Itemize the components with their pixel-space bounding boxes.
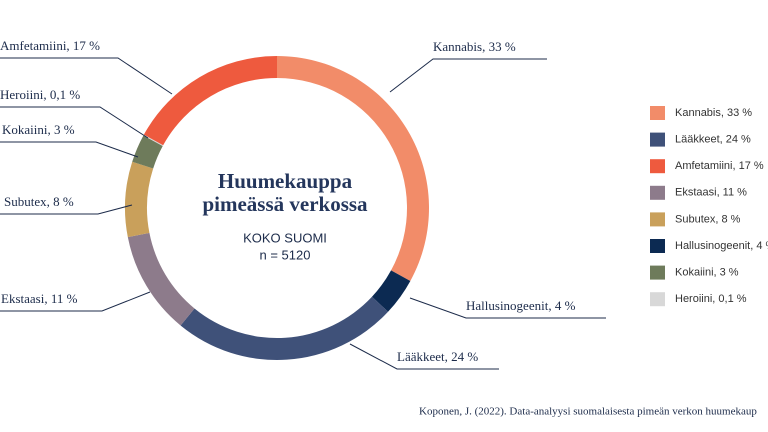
leader-line [349, 343, 499, 370]
slice-label: Ekstaasi, 11 % [1, 291, 78, 306]
legend-swatch [650, 185, 665, 200]
leader-line [0, 204, 133, 215]
leader-line [0, 106, 149, 139]
donut-slice [180, 296, 389, 360]
leader-line [389, 58, 547, 93]
donut-slice [132, 135, 163, 169]
slice-label: Subutex, 8 % [4, 194, 74, 209]
donut-slice [143, 56, 277, 146]
subtitle: n = 5120 [260, 247, 311, 262]
legend-label: Kokaiini, 3 % [675, 267, 739, 279]
slice-label: Heroiini, 0,1 % [0, 87, 80, 102]
source-note: Koponen, J. (2022). Data-analyysi suomal… [419, 406, 757, 418]
legend-swatch [650, 239, 665, 253]
chart-title: pimeässä verkossa [202, 192, 368, 216]
legend-label: Kannabis, 33 % [675, 107, 752, 119]
slice-label: Kannabis, 33 % [433, 39, 516, 54]
donut-slice [277, 56, 429, 281]
legend-swatch [650, 132, 665, 147]
slice-label: Amfetamiini, 17 % [0, 38, 100, 53]
legend-label: Amfetamiini, 17 % [675, 160, 764, 172]
legend-swatch [650, 265, 665, 280]
leader-line [0, 57, 173, 95]
donut-slice [127, 232, 195, 326]
legend-label: Ekstaasi, 11 % [675, 187, 747, 199]
legend-swatch [650, 159, 665, 174]
slice-label: Lääkkeet, 24 % [397, 349, 478, 364]
legend-swatch [650, 212, 665, 227]
legend-swatch [650, 292, 665, 307]
slice-label: Hallusinogeenit, 4 % [466, 298, 576, 313]
legend-label: Lääkkeet, 24 % [675, 134, 751, 146]
subtitle: KOKO SUOMI [243, 230, 327, 245]
legend-label: Subutex, 8 % [675, 213, 741, 225]
legend-label: Heroiini, 0,1 % [675, 293, 747, 305]
donut-slice [125, 161, 154, 238]
donut-slice [371, 270, 411, 312]
legend-swatch [650, 106, 665, 120]
leader-line [0, 141, 139, 158]
chart-title: Huumekauppa [218, 169, 353, 193]
legend-label: Hallusinogeenit, 4 % [675, 240, 768, 252]
leader-line [0, 291, 151, 312]
leader-line [409, 297, 606, 319]
slice-label: Kokaiini, 3 % [2, 122, 75, 137]
donut-slice [143, 134, 164, 146]
